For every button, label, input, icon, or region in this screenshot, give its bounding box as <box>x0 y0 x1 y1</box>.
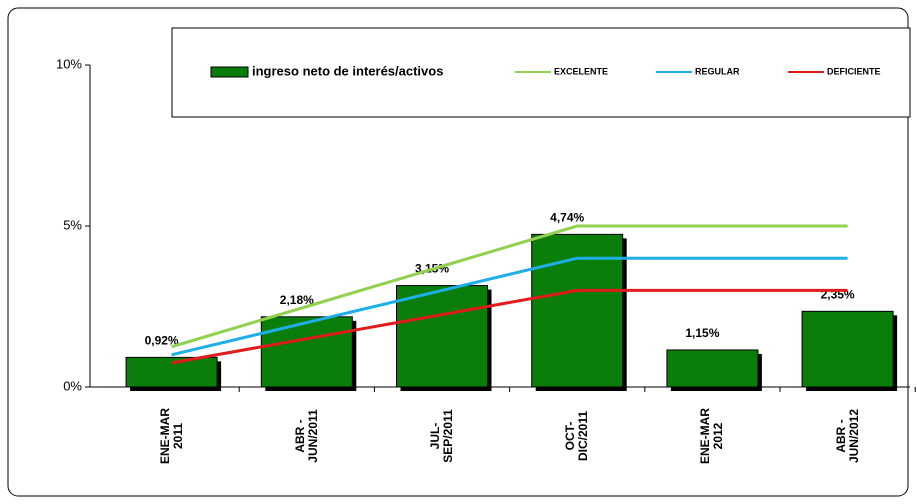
data-label: 0,92% <box>145 334 179 348</box>
bar <box>666 349 759 388</box>
x-tick-label: ABR - JUN/2011 <box>292 409 320 463</box>
line <box>171 256 848 357</box>
y-tick-label: 0% <box>63 378 82 393</box>
y-tick-label: 10% <box>56 56 82 71</box>
x-tick-label: ABR - JUN/2012 <box>833 408 861 464</box>
line <box>171 224 848 349</box>
x-tick-label: ENE-MAR 2011 <box>157 408 185 464</box>
x-tick-label: OCT- DIC/2011 <box>563 410 591 462</box>
bar <box>531 233 624 388</box>
legend-label: DEFICIENTE <box>827 66 881 76</box>
legend-label: EXCELENTE <box>554 66 608 76</box>
legend-label: ingreso neto de interés/activos <box>252 63 443 78</box>
legend-label: REGULAR <box>695 66 740 76</box>
data-label: 4,74% <box>550 211 584 225</box>
legend-swatch <box>210 66 249 78</box>
bar <box>396 285 488 388</box>
bar <box>801 310 894 388</box>
data-label: 2,18% <box>280 293 314 307</box>
x-tick-label: ENE-MAR 2012 <box>698 408 726 464</box>
data-label: 1,15% <box>685 326 719 340</box>
x-tick-label: JUL- SEP/2011 <box>428 409 455 463</box>
line <box>171 288 848 365</box>
y-tick-label: 5% <box>63 217 82 232</box>
